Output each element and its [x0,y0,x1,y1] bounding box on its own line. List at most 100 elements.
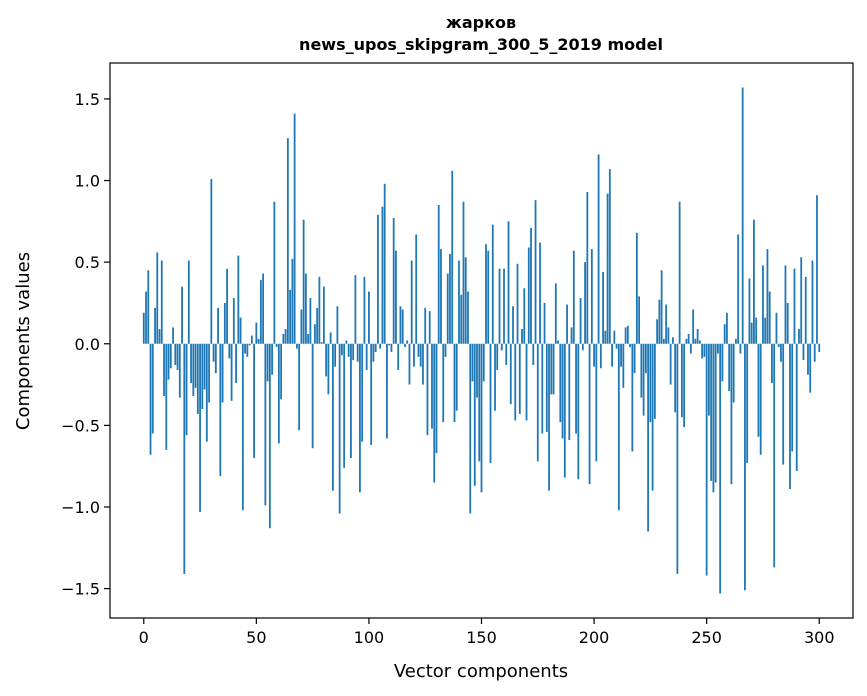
bar [363,276,366,344]
bar [419,343,422,367]
bar [370,343,373,445]
bar [372,343,375,362]
x-tick-label: 50 [246,628,266,647]
bar [777,343,780,348]
bar [255,322,258,344]
bar [732,343,735,403]
bar [800,257,803,344]
chart-title: жарков [446,13,516,32]
bar [789,343,791,490]
bar [705,343,708,576]
bar [352,343,355,361]
bar [766,249,769,344]
bar [455,343,458,411]
bar [557,340,559,344]
bar [678,201,681,344]
bar [516,263,519,344]
bar [347,343,350,357]
bar [149,343,152,455]
bar [480,343,483,493]
bar [388,343,391,346]
bar [160,260,163,344]
bar [176,343,179,370]
bar [277,343,280,444]
bar [232,298,235,344]
bar [253,343,255,459]
bar [212,343,215,362]
bar [818,343,821,352]
bar [714,343,717,483]
bar [635,232,638,344]
bar [174,343,177,365]
bar [527,247,530,344]
bar [523,288,526,344]
bar [771,343,773,383]
bar [424,307,427,344]
bar [284,329,287,344]
bar [406,340,409,344]
bar [514,343,517,421]
bar [699,340,701,344]
bar [525,343,528,421]
bar [694,338,697,344]
bar [505,343,508,365]
bar [638,296,641,344]
bar [464,257,467,344]
bar [757,343,760,437]
bar [300,309,303,344]
bar [221,343,224,403]
bar [172,327,174,344]
bar [568,343,571,441]
bar [642,343,645,416]
bar [192,343,195,396]
bar [397,343,400,370]
bar [737,234,740,344]
bar [494,343,496,411]
bar [807,343,809,375]
bar [534,200,537,344]
bar [313,324,316,344]
bar [264,343,267,506]
bar [723,324,726,344]
bar [244,343,246,354]
bar [320,342,323,344]
bar [626,325,629,344]
bar [651,343,654,491]
bar [590,249,593,344]
bar [604,330,607,344]
bar [478,343,481,462]
bar [689,343,692,354]
bar [199,343,201,512]
bar [532,343,535,365]
bar [631,343,634,452]
bar [811,260,814,344]
bar [392,218,395,344]
bar [579,298,582,344]
bar [680,343,683,418]
bar [257,338,260,344]
bar [187,260,190,344]
bar [554,283,557,344]
bar [201,343,204,410]
bar [309,298,312,344]
bar [712,343,715,493]
bar [356,343,359,362]
bar [539,242,541,344]
bar [563,343,566,478]
bar [217,307,219,344]
bar [235,343,237,383]
bar [316,307,319,344]
bar [498,268,501,344]
bar [561,343,564,439]
bar-series [142,87,821,594]
bar [507,221,510,344]
bar [566,304,568,344]
bar [169,343,172,369]
bar [653,343,656,419]
bar [487,250,490,344]
bar [570,327,573,344]
bar [543,302,546,344]
bar [343,343,346,468]
y-axis: −1.5 −1.0 −0.5 0.0 0.5 1.0 1.5 [61,90,110,599]
bar [318,276,321,344]
